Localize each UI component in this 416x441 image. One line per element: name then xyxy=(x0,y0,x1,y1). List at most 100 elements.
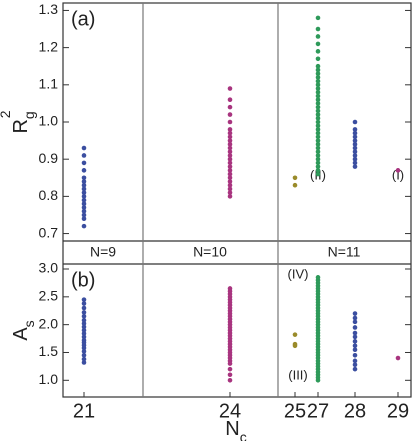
point xyxy=(227,372,233,378)
point xyxy=(227,168,233,173)
point xyxy=(81,205,87,210)
point xyxy=(81,145,87,151)
point xyxy=(81,186,87,192)
point xyxy=(81,201,87,207)
point xyxy=(352,339,358,344)
point xyxy=(81,301,87,306)
x-axis-label-sub: c xyxy=(240,429,247,441)
y-axis-label-base: R xyxy=(10,119,32,133)
point xyxy=(81,223,87,229)
point xyxy=(81,324,87,330)
group-label: N=11 xyxy=(328,244,361,260)
annotation: (IV) xyxy=(288,266,309,281)
point xyxy=(81,208,87,214)
point xyxy=(315,15,321,21)
point xyxy=(352,366,358,372)
point xyxy=(81,337,87,343)
point xyxy=(352,160,358,166)
point xyxy=(81,356,87,362)
point xyxy=(227,186,233,192)
y-tick-label: 1.5 xyxy=(39,343,59,359)
point xyxy=(227,104,233,110)
point xyxy=(227,190,233,195)
point xyxy=(81,349,87,354)
point xyxy=(352,325,358,330)
point xyxy=(81,297,87,302)
point xyxy=(352,347,358,352)
point xyxy=(315,275,321,280)
point xyxy=(81,190,87,195)
point xyxy=(352,156,358,162)
y-tick-label: 2.0 xyxy=(39,315,59,331)
point xyxy=(81,317,87,323)
point xyxy=(352,145,358,151)
y-tick-label: 0.9 xyxy=(39,150,59,166)
point xyxy=(352,153,358,158)
point xyxy=(352,319,358,325)
point xyxy=(315,108,321,114)
y-axis-label: As xyxy=(10,320,36,340)
point xyxy=(315,67,321,73)
y-axis-label-sub: g xyxy=(21,111,37,119)
point xyxy=(227,286,233,291)
x-tick-label: 27 xyxy=(307,400,329,422)
point xyxy=(315,164,321,169)
point xyxy=(315,156,321,162)
point xyxy=(352,343,358,349)
y-tick-label: 0.7 xyxy=(39,224,59,240)
point xyxy=(315,41,321,47)
point xyxy=(395,168,401,173)
point xyxy=(315,134,321,140)
point xyxy=(81,310,87,315)
point xyxy=(352,127,358,132)
point xyxy=(352,334,358,340)
x-tick-label: 21 xyxy=(73,400,95,422)
point xyxy=(315,123,321,129)
y-axis-label-sub: s xyxy=(21,320,37,327)
point xyxy=(315,127,321,132)
point xyxy=(315,78,321,84)
x-axis-label-base: N xyxy=(225,418,239,440)
point xyxy=(81,168,87,173)
frame xyxy=(62,2,412,398)
x-tick-label: 24 xyxy=(219,400,241,422)
point xyxy=(315,130,321,136)
point xyxy=(315,56,321,62)
point xyxy=(81,314,87,319)
point xyxy=(81,160,87,166)
point xyxy=(352,149,358,155)
point xyxy=(81,321,87,326)
point xyxy=(315,104,321,110)
point xyxy=(227,153,233,158)
point xyxy=(81,352,87,358)
x-tick-label: 29 xyxy=(387,400,409,422)
x-tick-label: 28 xyxy=(344,400,366,422)
point xyxy=(227,164,233,169)
point xyxy=(315,160,321,166)
point xyxy=(81,175,87,181)
point xyxy=(292,175,298,181)
point xyxy=(315,119,321,125)
point xyxy=(227,112,233,117)
point xyxy=(315,26,321,32)
point xyxy=(315,101,321,106)
point xyxy=(315,153,321,158)
point xyxy=(81,360,87,365)
point xyxy=(227,182,233,188)
point xyxy=(81,182,87,188)
point xyxy=(81,331,87,336)
point xyxy=(352,119,358,125)
y-tick-label: 1.3 xyxy=(39,1,59,17)
point xyxy=(315,97,321,102)
point xyxy=(352,311,358,316)
point xyxy=(315,71,321,76)
group-label: N=9 xyxy=(90,244,116,260)
point xyxy=(227,149,233,155)
point xyxy=(227,145,233,151)
point xyxy=(315,86,321,91)
y-axis-label-base: A xyxy=(10,327,32,341)
point xyxy=(81,305,87,311)
point xyxy=(227,156,233,162)
y-axis-label-sup: 2 xyxy=(0,110,13,118)
